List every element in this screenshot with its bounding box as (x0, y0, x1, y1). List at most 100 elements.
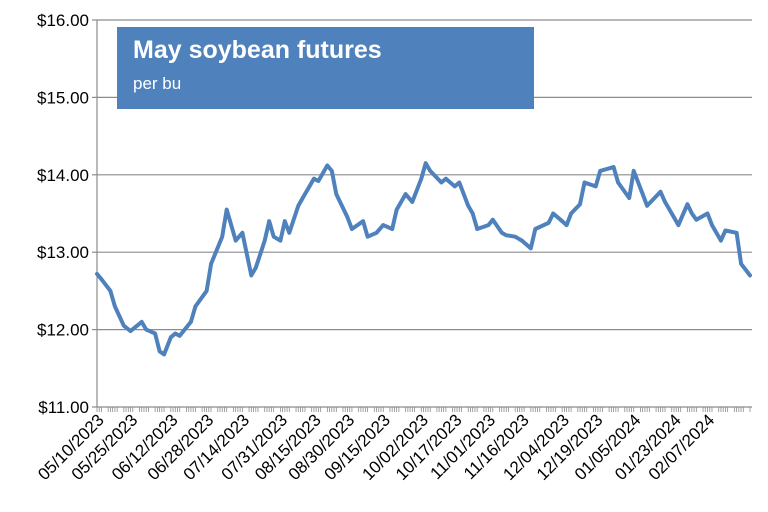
data-point (287, 231, 292, 235)
data-point (748, 273, 752, 278)
data-point (330, 169, 334, 173)
data-point (410, 200, 415, 204)
series-line (95, 161, 752, 357)
data-point (153, 331, 157, 336)
data-point (529, 246, 533, 251)
data-point (381, 223, 386, 227)
data-point (616, 180, 620, 185)
data-point (271, 234, 276, 239)
y-tick-label-5: $16.00 (37, 11, 89, 30)
data-point (546, 221, 551, 225)
axes (92, 19, 752, 412)
data-point (564, 223, 569, 227)
data-point (428, 169, 433, 173)
data-point (173, 331, 178, 336)
data-point (705, 211, 710, 216)
data-point (457, 180, 462, 185)
data-point (157, 349, 162, 354)
data-point (204, 289, 209, 293)
data-point (439, 180, 444, 185)
data-point (466, 204, 471, 208)
data-point (578, 202, 582, 206)
data-point (209, 262, 213, 266)
data-point (551, 211, 555, 216)
data-point (262, 238, 267, 243)
data-point (312, 176, 316, 181)
data-point (739, 262, 743, 266)
data-point (719, 238, 723, 243)
y-tick-label-1: $12.00 (37, 321, 89, 340)
data-point (390, 227, 395, 231)
data-point (676, 223, 681, 227)
data-point (486, 223, 491, 227)
y-tick-label-3: $14.00 (37, 166, 89, 185)
data-point (350, 227, 354, 231)
data-point (663, 200, 667, 204)
data-point (513, 234, 517, 239)
data-point (249, 273, 254, 278)
data-point (593, 184, 598, 189)
data-point (233, 238, 238, 243)
data-point (374, 231, 379, 235)
x-axis-tick-labels: 05/10/202305/25/202306/12/202306/28/2023… (34, 410, 718, 484)
data-point (325, 163, 330, 168)
data-point (533, 227, 538, 231)
data-point (685, 202, 690, 206)
data-point (316, 179, 321, 183)
data-point (193, 304, 198, 309)
data-point (645, 204, 649, 208)
y-tick-label-0: $11.00 (38, 398, 89, 417)
data-point (144, 327, 148, 332)
data-point (560, 219, 564, 223)
data-point (658, 190, 663, 194)
data-point (189, 320, 193, 324)
data-point (296, 204, 301, 208)
data-point (224, 207, 229, 212)
data-point (267, 219, 272, 223)
data-point (108, 289, 113, 293)
data-point (220, 234, 224, 239)
data-point (300, 196, 305, 200)
data-point (254, 265, 258, 270)
data-point (723, 228, 728, 233)
data-point (500, 231, 504, 235)
data-point (710, 223, 714, 227)
data-point (394, 207, 399, 212)
data-point (611, 165, 616, 169)
data-point (569, 211, 573, 216)
data-point (598, 169, 602, 173)
data-point (582, 180, 587, 185)
data-point (177, 334, 182, 338)
data-point (162, 352, 166, 357)
y-tick-label-4: $15.00 (37, 88, 89, 107)
chart-subtitle: per bu (133, 74, 182, 93)
data-point (520, 238, 524, 243)
data-point (122, 323, 126, 328)
data-point (113, 304, 117, 309)
data-point (694, 217, 699, 222)
data-point (627, 196, 631, 200)
data-point (365, 234, 370, 239)
data-point (672, 215, 676, 220)
chart-title: May soybean futures (133, 36, 382, 64)
data-point (99, 277, 104, 282)
data-point (278, 238, 283, 243)
data-point (240, 231, 245, 235)
data-point (504, 233, 509, 237)
data-point (640, 192, 645, 196)
series-layer (95, 161, 752, 357)
data-point (334, 192, 339, 196)
y-axis-tick-labels: $11.00 $12.00 $13.00 $14.00 $15.00 $16.00 (37, 11, 89, 417)
data-point (419, 176, 424, 181)
data-point (139, 320, 144, 324)
data-point (128, 329, 133, 333)
data-point (423, 161, 428, 165)
data-point (95, 272, 99, 276)
data-point (734, 231, 739, 235)
data-point (453, 184, 457, 189)
data-point (631, 169, 636, 173)
data-point (470, 211, 475, 216)
chart-title-box: May soybean futures per bu (117, 27, 534, 109)
data-point (345, 215, 350, 220)
